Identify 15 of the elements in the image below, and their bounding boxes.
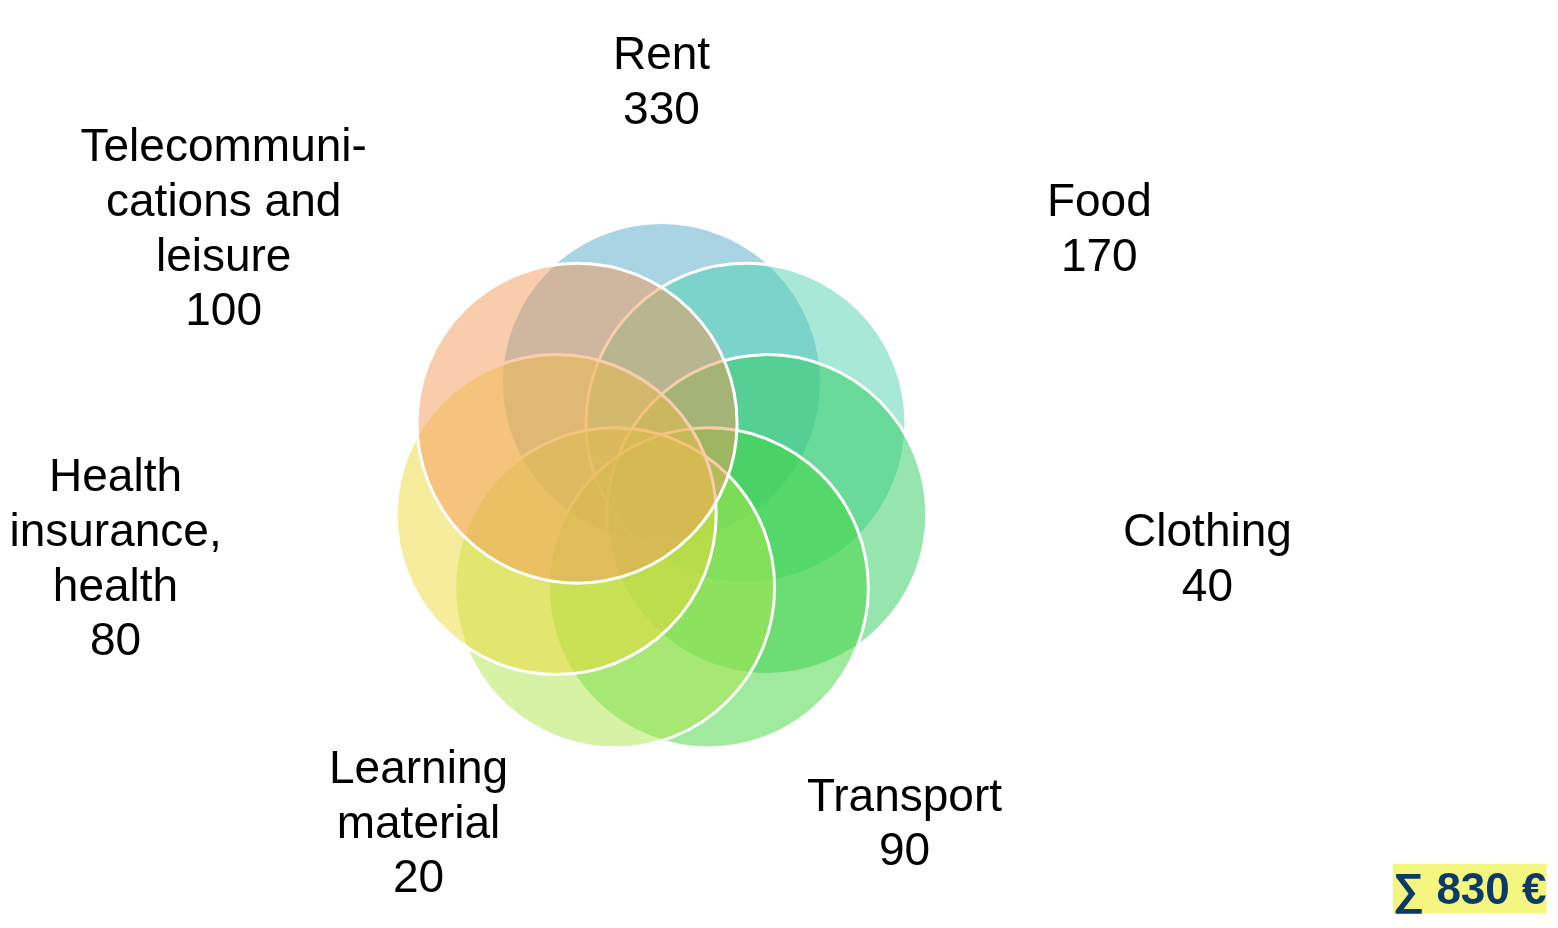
category-label: Learning material bbox=[329, 741, 509, 848]
data-label: 80 bbox=[89, 613, 142, 666]
category-label: Clothing bbox=[1123, 503, 1292, 556]
data-label: 330 bbox=[623, 81, 700, 134]
category-label: Telecommuni- cations and leisure bbox=[80, 119, 367, 281]
category-label: Transport bbox=[806, 768, 1003, 821]
data-label: 40 bbox=[1181, 558, 1234, 611]
category-label: Rent bbox=[612, 27, 711, 80]
text: ∑ 830 € bbox=[1392, 864, 1547, 914]
data-label: 90 bbox=[878, 823, 931, 876]
category-label: Food bbox=[1046, 174, 1152, 227]
data-label: 20 bbox=[392, 850, 445, 903]
category-label: Health insurance, health bbox=[9, 449, 222, 611]
data-label: 100 bbox=[185, 283, 263, 336]
data-label: 170 bbox=[1060, 228, 1138, 281]
